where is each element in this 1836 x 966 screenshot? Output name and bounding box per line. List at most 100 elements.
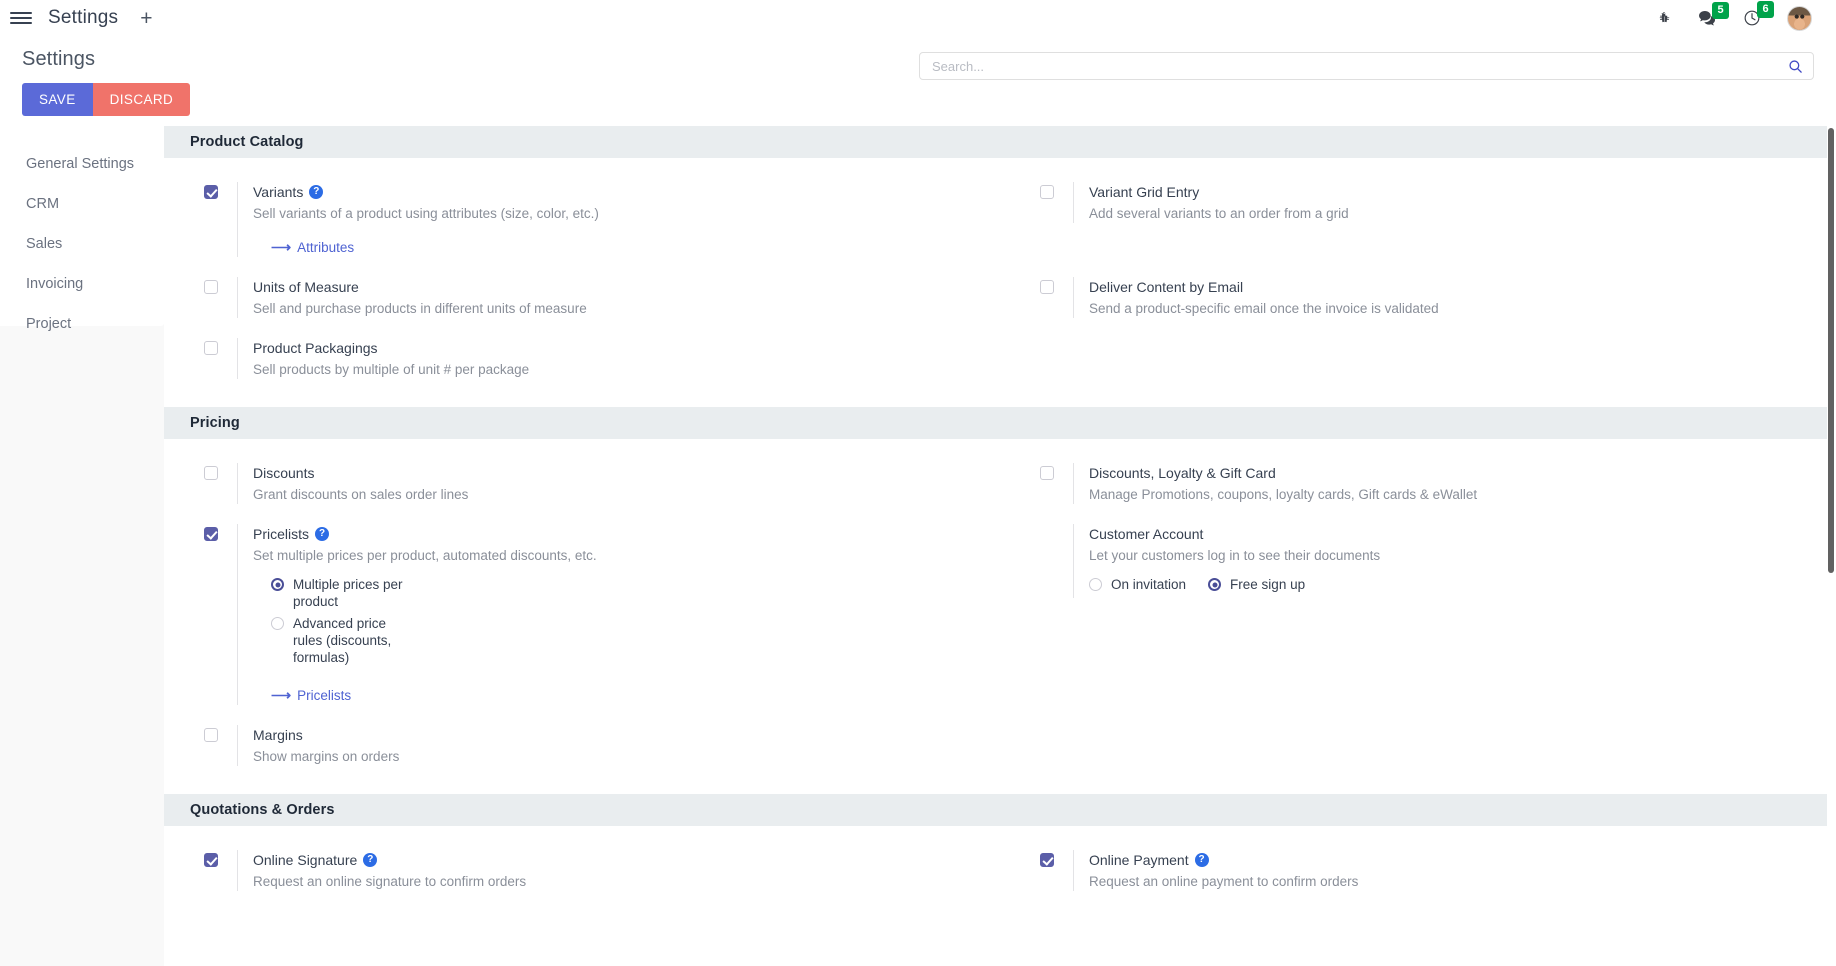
setting-label-row: Variants ? — [253, 182, 974, 202]
radio-icon[interactable] — [1089, 578, 1102, 591]
section-body-quotations-orders: Online Signature ? Request an online sig… — [164, 826, 1836, 919]
setting-label-row: Discounts — [253, 463, 974, 483]
setting-main: Online Payment ? Request an online payme… — [1073, 850, 1810, 891]
page-title: Settings — [22, 48, 96, 70]
setting-discounts: Discounts Grant discounts on sales order… — [164, 453, 1000, 514]
online-payment-checkbox[interactable] — [1040, 853, 1054, 867]
online-signature-description: Request an online signature to confirm o… — [253, 874, 527, 889]
section-header-quotations-orders: Quotations & Orders — [164, 794, 1836, 826]
pricelists-label: Pricelists — [253, 526, 310, 542]
help-icon[interactable]: ? — [315, 527, 330, 541]
radio-multiple-prices-per-product[interactable]: Multiple prices per product — [271, 576, 974, 610]
settings-scrollbar-thumb[interactable] — [1828, 128, 1834, 573]
section-body-pricing: Discounts Grant discounts on sales order… — [164, 439, 1836, 794]
deliver-content-by-email-checkbox[interactable] — [1040, 280, 1054, 294]
checkbox-wrap — [1040, 850, 1073, 872]
activities-badge: 6 — [1757, 1, 1774, 18]
units-of-measure-checkbox[interactable] — [204, 280, 218, 294]
discard-button[interactable]: DISCARD — [92, 83, 191, 116]
setting-main: Units of Measure Sell and purchase produ… — [237, 277, 974, 318]
systray: 5 6 — [1657, 1, 1818, 31]
deliver-content-by-email-label: Deliver Content by Email — [1089, 279, 1244, 295]
radio-label: Advanced price rules (discounts, formula… — [293, 616, 392, 665]
setting-label-row: Variant Grid Entry — [1089, 182, 1810, 202]
setting-main: Variants ? Sell variants of a product us… — [237, 182, 974, 257]
setting-main: Variant Grid Entry Add several variants … — [1073, 182, 1810, 223]
radio-free-sign-up[interactable]: Free sign up — [1208, 576, 1305, 593]
setting-main: Pricelists ? Set multiple prices per pro… — [237, 524, 974, 705]
bug-icon[interactable] — [1657, 11, 1672, 26]
hamburger-icon[interactable] — [10, 10, 32, 26]
messages-icon[interactable]: 5 — [1698, 2, 1729, 26]
margins-checkbox[interactable] — [204, 728, 218, 742]
top-navbar: Settings + 5 6 — [0, 0, 1836, 36]
checkbox-wrap — [1040, 524, 1073, 527]
setting-variant-grid-entry: Variant Grid Entry Add several variants … — [1000, 172, 1836, 267]
variants-description: Sell variants of a product using attribu… — [253, 206, 599, 221]
variant-grid-entry-checkbox[interactable] — [1040, 185, 1054, 199]
pricelists-checkbox[interactable] — [204, 527, 218, 541]
sidebar-item-crm[interactable]: CRM — [26, 196, 60, 212]
setting-customer-account: Customer Account Let your customers log … — [1000, 514, 1836, 715]
help-icon[interactable]: ? — [363, 853, 378, 867]
settings-scrollbar-track[interactable] — [1827, 126, 1836, 966]
app-brand-name[interactable]: Settings — [48, 7, 119, 28]
discounts-description: Grant discounts on sales order lines — [253, 487, 469, 502]
discounts-loyalty-gift-card-checkbox[interactable] — [1040, 466, 1054, 480]
setting-label-row: Units of Measure — [253, 277, 974, 297]
setting-label-row: Online Payment ? — [1089, 850, 1810, 870]
radio-on-invitation[interactable]: On invitation — [1089, 576, 1186, 593]
setting-pricelists: Pricelists ? Set multiple prices per pro… — [164, 514, 1000, 715]
sidebar-item-sales[interactable]: Sales — [26, 236, 63, 252]
checkbox-wrap — [204, 850, 237, 872]
setting-label-row: Discounts, Loyalty & Gift Card — [1089, 463, 1810, 483]
section-body-product-catalog: Variants ? Sell variants of a product us… — [164, 158, 1836, 407]
radio-icon[interactable] — [1208, 578, 1222, 591]
checkbox-wrap — [1040, 182, 1073, 204]
sidebar-item-general-settings[interactable]: General Settings — [26, 156, 135, 172]
attributes-link[interactable]: ⟶ Attributes — [271, 239, 354, 256]
sidebar-item-project[interactable]: Project — [26, 316, 72, 332]
setting-discounts-loyalty-gift-card: Discounts, Loyalty & Gift Card Manage Pr… — [1000, 453, 1836, 514]
radio-label: Free sign up — [1230, 577, 1306, 592]
pricelists-description: Set multiple prices per product, automat… — [253, 548, 597, 563]
sidebar-item-invoicing[interactable]: Invoicing — [26, 276, 84, 292]
help-icon[interactable]: ? — [1194, 853, 1209, 867]
setting-main: Deliver Content by Email Send a product-… — [1073, 277, 1810, 318]
activities-clock-icon[interactable]: 6 — [1743, 1, 1774, 27]
variants-label: Variants — [253, 184, 304, 200]
settings-scroll-area: Product Catalog Variants ? Sell variants… — [164, 126, 1836, 966]
setting-deliver-content-by-email: Deliver Content by Email Send a product-… — [1000, 267, 1836, 328]
section-header-pricing: Pricing — [164, 407, 1836, 439]
save-button[interactable]: SAVE — [22, 83, 93, 116]
pricelists-link[interactable]: ⟶ Pricelists — [271, 687, 351, 704]
search-input[interactable] — [930, 57, 1788, 75]
setting-main: Customer Account Let your customers log … — [1073, 524, 1810, 598]
search-icon[interactable] — [1788, 59, 1803, 74]
new-tab-button[interactable]: + — [140, 6, 153, 30]
radio-advanced-price-rules[interactable]: Advanced price rules (discounts, formula… — [271, 615, 974, 666]
online-signature-checkbox[interactable] — [204, 853, 218, 867]
setting-product-packagings: Product Packagings Sell products by mult… — [164, 328, 1000, 389]
setting-online-signature: Online Signature ? Request an online sig… — [164, 840, 1000, 901]
units-of-measure-label: Units of Measure — [253, 279, 359, 295]
setting-label-row: Pricelists ? — [253, 524, 974, 544]
radio-icon[interactable] — [271, 617, 284, 630]
checkbox-wrap — [1040, 277, 1073, 299]
setting-label-row: Online Signature ? — [253, 850, 974, 870]
variants-checkbox[interactable] — [204, 185, 218, 199]
radio-icon[interactable] — [271, 578, 284, 591]
help-icon[interactable]: ? — [309, 185, 324, 199]
setting-main: Discounts Grant discounts on sales order… — [237, 463, 974, 504]
checkbox-wrap — [204, 463, 237, 485]
messages-badge: 5 — [1712, 2, 1729, 19]
discounts-checkbox[interactable] — [204, 466, 218, 480]
setting-variants: Variants ? Sell variants of a product us… — [164, 172, 1000, 267]
product-packagings-checkbox[interactable] — [204, 341, 218, 355]
online-signature-label: Online Signature — [253, 852, 358, 868]
checkbox-wrap — [204, 524, 237, 546]
user-avatar[interactable] — [1787, 5, 1812, 31]
search-bar[interactable] — [919, 52, 1814, 80]
settings-body: General Settings CRM Sales Invoicing Pro… — [0, 126, 1836, 966]
setting-label-row: Margins — [253, 725, 974, 745]
